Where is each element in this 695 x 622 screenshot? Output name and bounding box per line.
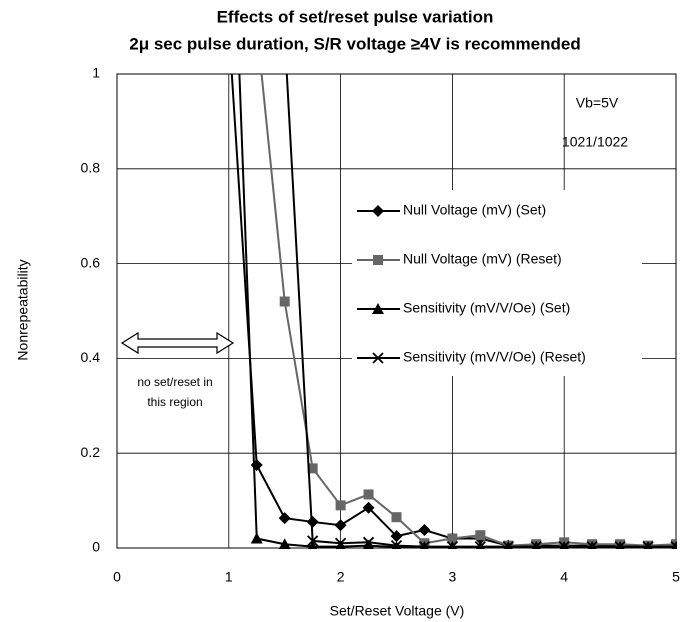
annotation: this region — [147, 395, 202, 409]
annotation: Vb=5V — [576, 95, 619, 111]
y-tick-label: 0.8 — [81, 160, 101, 176]
marker — [642, 540, 654, 549]
series — [230, 74, 677, 549]
x-tick-label: 1 — [225, 569, 233, 585]
y-tick-label: 0.2 — [81, 444, 101, 460]
chart-title: Effects of set/reset pulse variation — [217, 7, 494, 26]
marker — [372, 303, 384, 314]
marker — [447, 533, 458, 544]
marker — [502, 540, 514, 549]
annotation: 1021/1022 — [562, 134, 628, 150]
marker — [307, 535, 319, 547]
marker — [373, 255, 383, 265]
marker — [334, 537, 347, 549]
y-axis-label: Nonrepeatability — [15, 259, 31, 360]
marker — [334, 519, 347, 532]
marker — [250, 532, 263, 544]
legend-label: Sensitivity (mV/V/Oe) (Set) — [403, 300, 570, 316]
marker — [336, 540, 346, 549]
x-tick-label: 0 — [113, 569, 121, 585]
legend-box — [352, 190, 642, 376]
marker — [362, 536, 375, 548]
marker — [390, 539, 403, 549]
y-tick-label: 1 — [92, 65, 100, 81]
marker — [614, 540, 626, 549]
series-line — [260, 74, 677, 547]
legend-label: Sensitivity (mV/V/Oe) (Reset) — [403, 349, 586, 365]
marker — [418, 540, 431, 549]
marker — [306, 515, 319, 528]
marker — [307, 463, 318, 474]
legend-label: Null Voltage (mV) (Reset) — [403, 251, 562, 267]
marker — [308, 540, 318, 549]
marker — [418, 523, 431, 536]
marker — [335, 500, 346, 511]
marker — [278, 538, 291, 549]
x-tick-label: 2 — [337, 569, 345, 585]
x-tick-label: 3 — [449, 569, 457, 585]
x-tick-label: 4 — [560, 569, 568, 585]
marker — [586, 540, 598, 549]
marker — [372, 352, 384, 364]
chart-subtitle: 2μ sec pulse duration, S/R voltage ≥4V i… — [129, 34, 580, 53]
marker — [372, 205, 384, 217]
marker — [278, 512, 291, 525]
y-tick-label: 0.6 — [81, 254, 101, 270]
legend: Null Voltage (mV) (Set) Null Voltage (mV)… — [357, 202, 586, 365]
marker — [363, 489, 374, 500]
marker — [558, 540, 570, 549]
marker — [391, 512, 402, 523]
y-tick-label: 0.4 — [81, 349, 101, 365]
legend-label: Null Voltage (mV) (Set) — [403, 202, 546, 218]
marker — [363, 539, 374, 549]
region-arrow — [120, 331, 235, 355]
marker — [279, 296, 290, 307]
marker — [670, 540, 677, 549]
marker — [474, 540, 486, 549]
marker — [390, 530, 403, 543]
x-tick-label: 5 — [672, 569, 680, 585]
marker — [475, 530, 486, 541]
marker — [446, 540, 459, 549]
x-axis-label: Set/Reset Voltage (V) — [330, 603, 465, 619]
annotation: no set/reset in — [137, 375, 212, 389]
y-tick-label: 0 — [92, 539, 100, 555]
marker — [362, 501, 375, 514]
marker — [530, 540, 542, 549]
